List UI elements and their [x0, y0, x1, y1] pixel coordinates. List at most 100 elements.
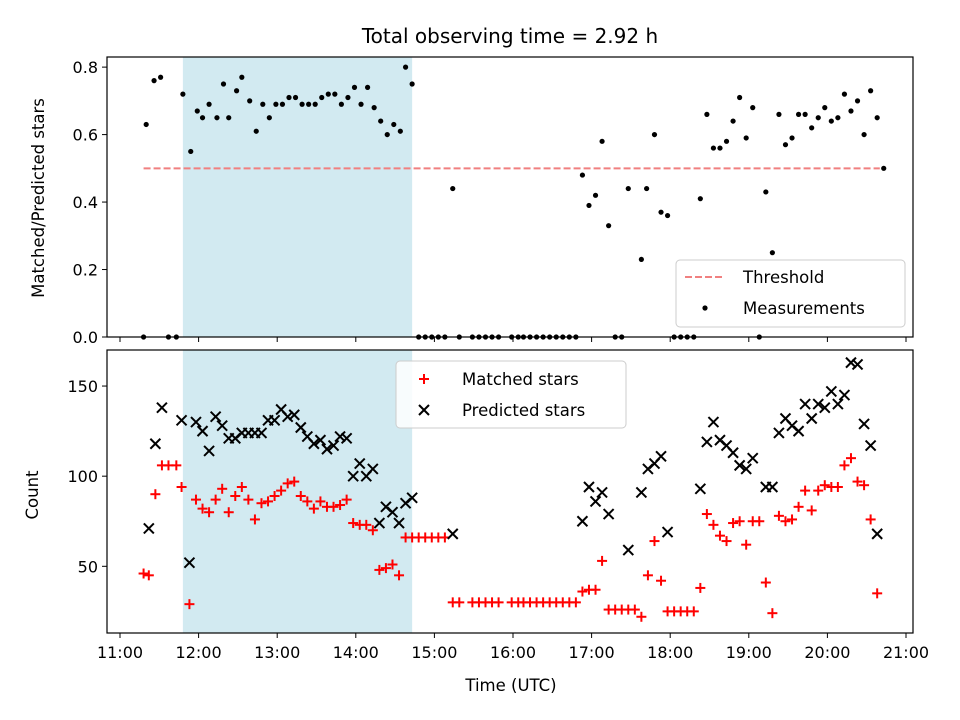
predicted-star-point: [288, 409, 300, 421]
predicted-star-point: [825, 385, 838, 398]
measurement-point: [384, 131, 390, 138]
x-stroke: [149, 438, 162, 450]
measurement-point: [854, 98, 861, 104]
x-stroke: [694, 483, 707, 495]
predicted-star-point: [747, 452, 759, 464]
bottom-legend: Matched stars Predicted stars: [395, 360, 627, 429]
x-stroke: [576, 515, 589, 527]
x-stroke: [786, 419, 798, 432]
predicted-star-point: [143, 522, 155, 535]
measurement-point: [312, 101, 318, 107]
predicted-star-point: [871, 528, 883, 540]
measurement-point: [143, 121, 149, 128]
predicted-star-point: [216, 419, 228, 432]
matched-star-point: [302, 496, 313, 507]
matched-star-point: [754, 516, 765, 527]
measurement-point: [402, 64, 409, 70]
x-stroke: [156, 401, 168, 414]
measurement-point: [194, 108, 200, 114]
x-tick-label: 14:00: [333, 643, 379, 662]
measurement-point: [743, 135, 749, 141]
measurement-point: [358, 101, 364, 107]
x-stroke: [832, 398, 844, 410]
predicted-star-point: [334, 430, 346, 443]
measurement-point: [206, 101, 212, 107]
x-stroke: [583, 481, 595, 493]
predicted-star-point: [393, 517, 405, 529]
matched-star-point: [380, 563, 391, 574]
measurement-point: [239, 74, 245, 80]
predicted-star-point: [406, 492, 418, 504]
x-stroke: [596, 486, 608, 499]
predicted-star-point: [386, 506, 399, 518]
matched-star-point: [394, 570, 405, 581]
matched-star-point: [204, 507, 215, 518]
measurement-point: [319, 94, 325, 101]
x-stroke: [216, 419, 228, 432]
matched-star-point: [780, 516, 791, 527]
measurement-point: [763, 189, 769, 195]
measurement-point: [835, 115, 841, 121]
predicted-star-point: [209, 410, 222, 423]
predicted-star-point: [340, 432, 353, 445]
x-stroke: [354, 457, 366, 470]
matched-star-point: [714, 530, 725, 541]
measurement-point: [299, 101, 305, 107]
x-stroke: [635, 486, 648, 499]
predicted-star-point: [661, 526, 674, 538]
x-stroke: [301, 430, 314, 443]
x-stroke: [845, 356, 857, 369]
x-stroke: [190, 416, 202, 428]
x-tick-label: 21:00: [883, 643, 929, 662]
measurement-point: [279, 101, 286, 107]
x-stroke: [858, 418, 870, 430]
x-stroke: [766, 481, 779, 493]
y-tick-label: 150: [67, 377, 98, 396]
matched-star-point: [387, 559, 398, 570]
x-stroke: [367, 463, 379, 475]
matched-star-point: [734, 516, 745, 527]
measurement-point: [802, 111, 808, 117]
legend-measurements-swatch: [702, 305, 708, 311]
y-tick-label: 0.8: [73, 58, 98, 77]
matched-star-point: [577, 586, 588, 597]
measurement-point: [306, 101, 312, 107]
legend-predicted-label: Predicted stars: [462, 401, 585, 420]
x-stroke: [805, 412, 818, 425]
predicted-star-point: [694, 483, 707, 495]
x-stroke: [340, 432, 353, 445]
predicted-star-point: [707, 416, 720, 428]
matched-star-point: [800, 485, 811, 496]
matched-star-point: [217, 483, 228, 494]
legend-box: [395, 360, 627, 429]
top-legend: Threshold Measurements: [675, 259, 906, 328]
matched-star-point: [230, 491, 241, 502]
matched-star-point: [236, 481, 247, 492]
x-tick-label: 17:00: [569, 643, 615, 662]
measurement-point: [828, 118, 834, 124]
matched-star-point: [819, 480, 830, 491]
matched-star-point: [335, 500, 346, 511]
x-stroke: [386, 506, 399, 518]
predicted-star-point: [268, 414, 281, 427]
matched-star-point: [308, 503, 319, 514]
predicted-star-point: [196, 425, 209, 437]
figure-title: Total observing time = 2.92 h: [361, 24, 658, 48]
matched-star-point: [348, 518, 359, 529]
x-axis-label: Time (UTC): [464, 676, 556, 695]
top-observing-window-shade: [182, 57, 413, 337]
x-stroke: [779, 412, 792, 425]
predicted-star-point: [805, 412, 818, 425]
matched-star-point: [143, 570, 154, 581]
measurement-point: [717, 145, 723, 151]
x-tick-label: 11:00: [97, 643, 143, 662]
measurement-point: [861, 131, 867, 138]
measurement-point: [292, 94, 299, 101]
bottom-y-axis-label: Count: [23, 470, 42, 520]
matched-star-point: [767, 608, 778, 619]
x-stroke: [740, 463, 752, 475]
measurement-point: [409, 81, 415, 87]
x-stroke: [812, 398, 824, 410]
